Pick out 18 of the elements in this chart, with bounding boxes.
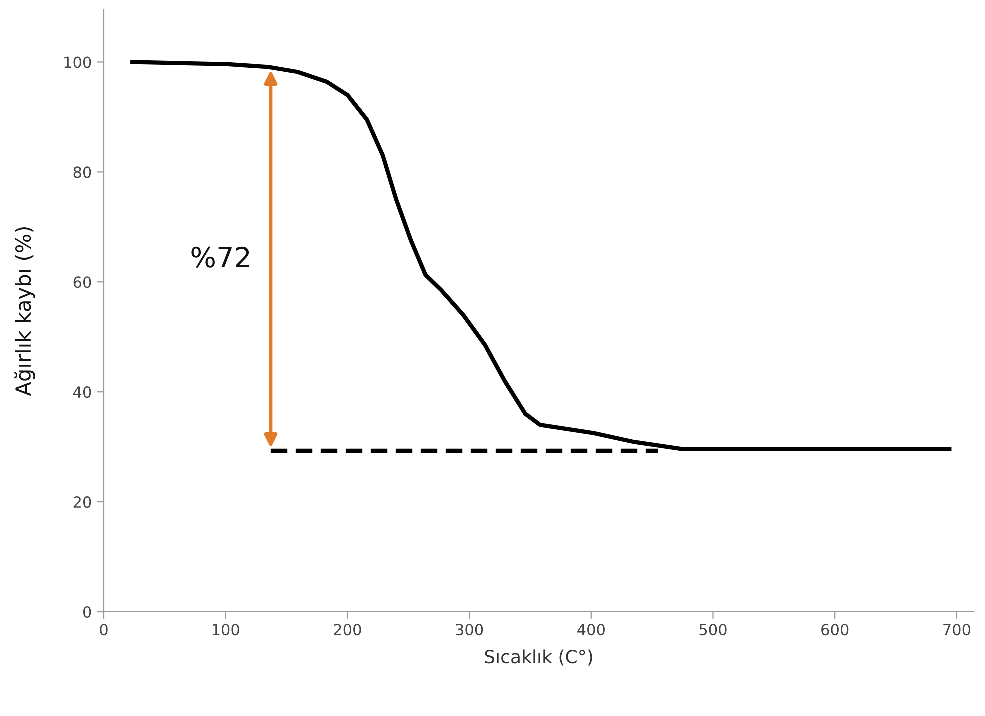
x-tick-label: 400 — [578, 624, 605, 636]
x-tick-label: 700 — [944, 624, 971, 636]
y-tick-label: 40 — [74, 386, 92, 398]
x-tick-label: 500 — [700, 624, 727, 636]
annotation: %72 — [192, 246, 250, 268]
x-tick-label: 200 — [334, 624, 362, 636]
x-tick-label: 300 — [456, 624, 484, 636]
x-tick-label: 0 — [100, 624, 108, 636]
line-series — [130, 60, 952, 452]
y-tick-label: 60 — [74, 276, 92, 288]
x-axis-title: Sıcaklık (C°) — [485, 650, 592, 666]
x-tick-label: 100 — [212, 624, 240, 636]
x-tick-label: 600 — [822, 624, 849, 636]
y-axis-title: Ağırlık kaybı (%) — [14, 228, 36, 396]
y-tick-label: 100 — [64, 56, 92, 68]
y-tick-label: 0 — [83, 606, 92, 618]
y-tick-label: 80 — [74, 166, 92, 178]
y-tick-label: 20 — [74, 496, 92, 508]
